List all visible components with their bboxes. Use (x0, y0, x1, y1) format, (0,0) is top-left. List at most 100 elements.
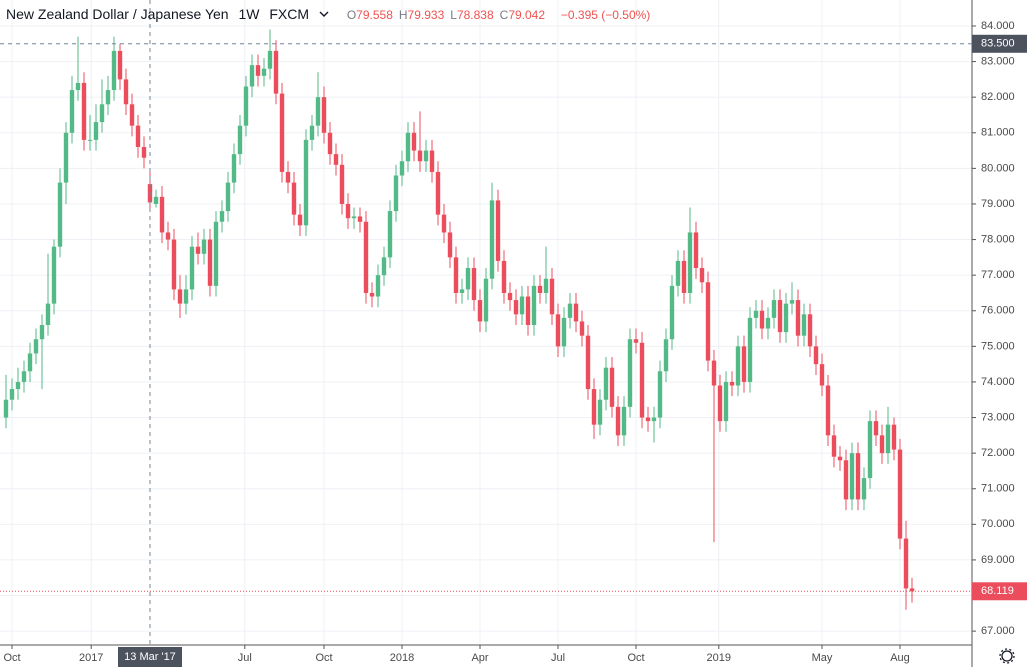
y-tick-label: 82.000 (981, 91, 1015, 103)
candle-body (873, 421, 879, 436)
candle-body (669, 285, 675, 340)
chart-header: New Zealand Dollar / Japanese Yen 1W FXC… (6, 6, 656, 22)
candle-body (621, 406, 627, 436)
x-tick-label: Jul (551, 652, 565, 664)
candle-body (393, 175, 399, 212)
candle-body (549, 278, 555, 315)
candle-body (339, 164, 345, 204)
candle-body (201, 239, 207, 254)
candle-body (765, 317, 771, 329)
candle-body (849, 453, 855, 500)
candle-body (627, 339, 633, 407)
last-price-box (972, 582, 1027, 601)
ohlc-key: O (346, 8, 357, 22)
candle-body (591, 389, 597, 425)
candle-body (681, 260, 687, 293)
candle-body (441, 214, 447, 233)
candle-body (345, 203, 351, 219)
y-tick-label: 69.000 (981, 554, 1015, 566)
x-tick-label: Oct (315, 652, 332, 664)
candle-body (105, 90, 111, 105)
candle-body (213, 221, 219, 286)
candle-body (903, 538, 909, 589)
candle-body (567, 303, 573, 318)
x-tick-label: Aug (890, 652, 910, 664)
candle-body (9, 389, 15, 400)
candle-body (273, 50, 279, 94)
candle-body (555, 314, 561, 347)
crosshair-x-label: 13 Mar '17 (124, 651, 176, 663)
candle-body (729, 381, 735, 386)
candle-body (429, 150, 435, 172)
candle-body (789, 300, 795, 304)
candle-body (501, 260, 507, 293)
y-tick-label: 83.000 (981, 55, 1015, 67)
candle-body (369, 292, 375, 297)
y-tick-label: 78.000 (981, 233, 1015, 245)
x-tick-label: 2017 (79, 652, 103, 664)
symbol-title: New Zealand Dollar / Japanese Yen (6, 6, 229, 22)
candle-body (279, 93, 285, 172)
candle-body (15, 381, 21, 390)
last-price-label: 68.119 (981, 585, 1014, 597)
candle-body (267, 50, 273, 69)
candle-body (561, 317, 567, 347)
candle-body (57, 182, 63, 247)
candle-body (831, 435, 837, 457)
source[interactable]: FXCM (269, 6, 310, 22)
ohlc-key: H (398, 8, 408, 22)
candle-body (843, 460, 849, 500)
candle-body (153, 196, 159, 204)
candle-body (909, 588, 915, 592)
x-tick-label: Oct (3, 652, 20, 664)
candle-body (387, 211, 393, 258)
candle-body (825, 385, 831, 436)
ohlc-key: L (450, 8, 457, 22)
candle-body (459, 289, 465, 293)
candle-body (309, 125, 315, 140)
candle-body (513, 300, 519, 315)
candle-body (615, 406, 621, 436)
y-tick-label: 76.000 (981, 305, 1015, 317)
candle-body (63, 132, 69, 183)
candle-body (585, 335, 591, 390)
settings-button[interactable] (999, 648, 1015, 664)
y-tick-label: 81.000 (981, 127, 1015, 139)
candle-body (879, 435, 885, 454)
candle-body (777, 300, 783, 333)
x-tick-label: Apr (471, 652, 488, 664)
crosshair-y-box (972, 34, 1027, 53)
candle-body (45, 303, 51, 325)
crosshair-y-label: 83.500 (981, 38, 1015, 50)
y-tick-label: 74.000 (981, 376, 1015, 388)
candle-body (3, 399, 9, 418)
ohlc-values: O79.558 H79.933 L78.838 C79.042 (347, 6, 551, 22)
candle-body (231, 154, 237, 183)
candle-body (135, 125, 141, 148)
y-tick-label: 73.000 (981, 411, 1015, 423)
candle-body (111, 50, 117, 91)
candle-body (435, 171, 441, 215)
ohlc-value: 79.558 (356, 8, 393, 22)
y-tick-label: 75.000 (981, 340, 1015, 352)
candle-body (705, 282, 711, 361)
candle-body (735, 346, 741, 386)
candle-body (165, 232, 171, 240)
candle-body (195, 246, 201, 254)
candle-body (303, 139, 309, 226)
dropdown-chevron[interactable] (319, 9, 329, 19)
interval[interactable]: 1W (238, 6, 260, 22)
candle-body (477, 300, 483, 322)
candle-body (771, 300, 777, 318)
candle-body (891, 424, 897, 450)
crosshair-x-box (118, 647, 182, 667)
candle-body (639, 342, 645, 418)
candle-body (717, 385, 723, 422)
candle-body (39, 324, 45, 340)
candle-body (447, 232, 453, 258)
candle-body (837, 456, 843, 461)
candle-body (603, 367, 609, 400)
candle-body (579, 321, 585, 336)
candle-body (159, 196, 165, 233)
